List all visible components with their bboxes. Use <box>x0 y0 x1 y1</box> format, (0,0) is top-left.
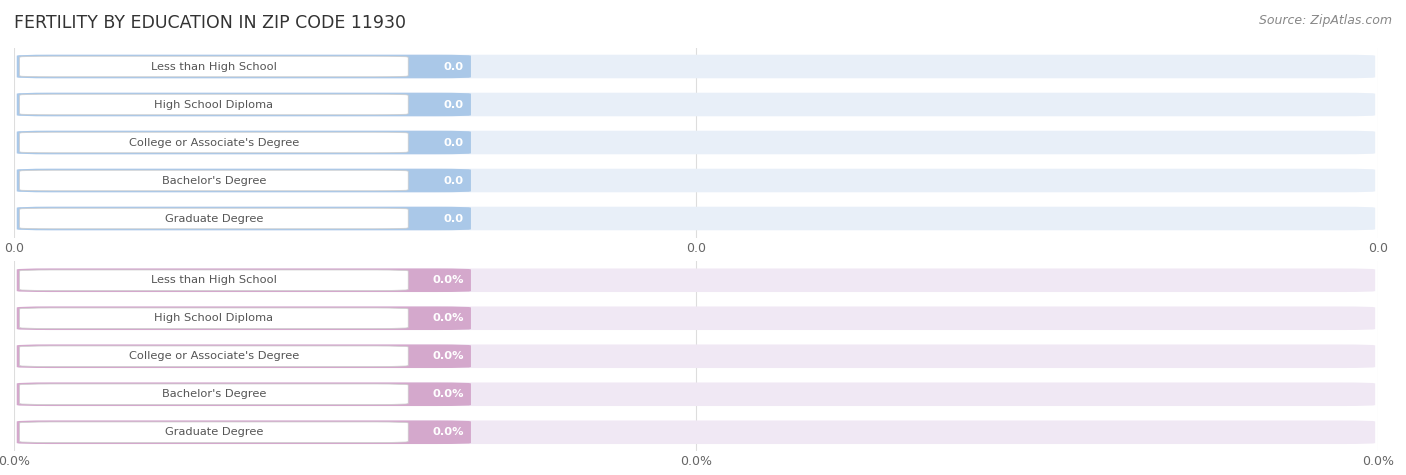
FancyBboxPatch shape <box>20 384 408 405</box>
FancyBboxPatch shape <box>20 308 408 329</box>
FancyBboxPatch shape <box>17 55 1375 78</box>
Text: Less than High School: Less than High School <box>150 61 277 72</box>
FancyBboxPatch shape <box>17 207 471 230</box>
Text: 0.0: 0.0 <box>444 213 464 224</box>
Text: 0.0%: 0.0% <box>433 389 464 399</box>
FancyBboxPatch shape <box>17 382 1375 406</box>
FancyBboxPatch shape <box>17 268 471 292</box>
FancyBboxPatch shape <box>17 131 1375 154</box>
FancyBboxPatch shape <box>17 306 1375 330</box>
Text: High School Diploma: High School Diploma <box>155 99 273 110</box>
Text: 0.0: 0.0 <box>444 61 464 72</box>
Text: 0.0%: 0.0% <box>433 275 464 285</box>
FancyBboxPatch shape <box>20 94 408 115</box>
Text: College or Associate's Degree: College or Associate's Degree <box>129 137 299 148</box>
FancyBboxPatch shape <box>17 382 471 406</box>
Text: Source: ZipAtlas.com: Source: ZipAtlas.com <box>1258 14 1392 27</box>
Text: Graduate Degree: Graduate Degree <box>165 213 263 224</box>
FancyBboxPatch shape <box>17 420 1375 444</box>
FancyBboxPatch shape <box>17 344 471 368</box>
FancyBboxPatch shape <box>17 55 471 78</box>
Text: FERTILITY BY EDUCATION IN ZIP CODE 11930: FERTILITY BY EDUCATION IN ZIP CODE 11930 <box>14 14 406 32</box>
Text: High School Diploma: High School Diploma <box>155 313 273 323</box>
FancyBboxPatch shape <box>17 420 471 444</box>
FancyBboxPatch shape <box>17 169 1375 192</box>
Text: College or Associate's Degree: College or Associate's Degree <box>129 351 299 361</box>
FancyBboxPatch shape <box>20 132 408 153</box>
FancyBboxPatch shape <box>17 207 1375 230</box>
FancyBboxPatch shape <box>17 268 1375 292</box>
Text: Bachelor's Degree: Bachelor's Degree <box>162 389 266 399</box>
Text: 0.0: 0.0 <box>444 175 464 186</box>
FancyBboxPatch shape <box>20 270 408 291</box>
Text: 0.0%: 0.0% <box>433 351 464 361</box>
FancyBboxPatch shape <box>17 169 471 192</box>
FancyBboxPatch shape <box>17 306 471 330</box>
Text: 0.0: 0.0 <box>444 99 464 110</box>
FancyBboxPatch shape <box>17 131 471 154</box>
FancyBboxPatch shape <box>17 93 1375 116</box>
Text: 0.0: 0.0 <box>444 137 464 148</box>
FancyBboxPatch shape <box>20 170 408 191</box>
FancyBboxPatch shape <box>20 208 408 229</box>
Text: 0.0%: 0.0% <box>433 427 464 437</box>
FancyBboxPatch shape <box>17 93 471 116</box>
Text: 0.0%: 0.0% <box>433 313 464 323</box>
FancyBboxPatch shape <box>20 346 408 367</box>
Text: Less than High School: Less than High School <box>150 275 277 285</box>
Text: Graduate Degree: Graduate Degree <box>165 427 263 437</box>
FancyBboxPatch shape <box>17 344 1375 368</box>
FancyBboxPatch shape <box>20 422 408 443</box>
Text: Bachelor's Degree: Bachelor's Degree <box>162 175 266 186</box>
FancyBboxPatch shape <box>20 56 408 77</box>
